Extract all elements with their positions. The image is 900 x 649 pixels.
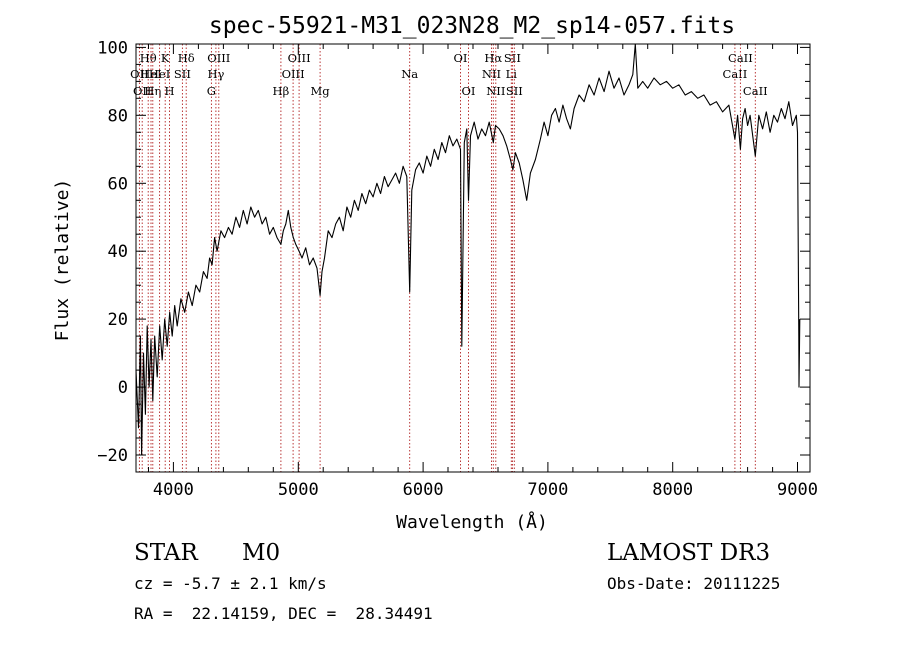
chart-title: spec-55921-M31_023N28_M2_sp14-057.fits	[209, 13, 735, 39]
marker-label-28: CaII	[743, 84, 768, 98]
coordinates-label: RA = 22.14159, DEC = 28.34491	[134, 604, 433, 623]
marker-label-16: Mg	[311, 84, 331, 98]
marker-label-13: Hβ	[273, 84, 290, 98]
x-tick-label-4000: 4000	[153, 480, 194, 500]
marker-label-6: K	[161, 51, 170, 65]
marker-label-3: HeI	[140, 67, 161, 81]
marker-label-7: H	[164, 84, 174, 98]
axis-ticks: 4000 5000 6000 7000 8000 9000 −20 0 20 40 60 80 100	[97, 38, 818, 500]
y-axis-label: Flux (relative)	[52, 179, 73, 342]
y-tick-label-60: 60	[108, 174, 128, 194]
y-tick-label-100: 100	[97, 38, 128, 58]
marker-label-10: G	[207, 84, 216, 98]
plot-frame	[135, 43, 811, 473]
x-axis-label: Wavelength (Å)	[396, 511, 548, 533]
marker-label-25: SII	[506, 84, 523, 98]
obs-date-label: Obs-Date: 20111225	[607, 574, 781, 593]
marker-label-11: Hγ	[207, 67, 224, 81]
x-tick-label-5000: 5000	[278, 480, 319, 500]
marker-label-17: Na	[401, 67, 418, 81]
x-tick-label-6000: 6000	[403, 480, 444, 500]
marker-label-0: OII	[130, 67, 149, 81]
x-tick-label-9000: 9000	[777, 480, 818, 500]
spectrum-flux-line	[135, 43, 801, 456]
marker-label-21: Hα	[484, 51, 502, 65]
marker-label-9: Hδ	[178, 51, 195, 65]
marker-label-22: NII	[486, 84, 505, 98]
marker-label-26: CaII	[723, 67, 748, 81]
x-tick-label-7000: 7000	[527, 480, 568, 500]
object-class-label: STAR	[134, 540, 198, 566]
marker-label-15: OIII	[288, 51, 311, 65]
marker-label-5: HeI	[149, 67, 170, 81]
y-tick-label-0: 0	[118, 378, 128, 398]
y-tick-label-20: 20	[108, 310, 128, 330]
marker-label-1: OII	[133, 84, 152, 98]
marker-label-23: Li	[506, 67, 518, 81]
marker-label-4: Hη	[144, 84, 161, 98]
line-marker-layer: OIIOIIHθHeIHηHeIKHSIIHδGHγOIIIHβOIIIOIII…	[130, 44, 768, 472]
marker-label-8: SII	[174, 67, 191, 81]
marker-label-18: OI	[454, 51, 468, 65]
marker-label-27: CaII	[728, 51, 753, 65]
marker-label-2: Hθ	[140, 51, 157, 65]
marker-label-12: OIII	[207, 51, 230, 65]
y-tick-label-40: 40	[108, 242, 128, 262]
y-tick-label--20: −20	[97, 446, 128, 466]
x-tick-label-8000: 8000	[652, 480, 693, 500]
marker-label-24: SII	[504, 51, 521, 65]
marker-label-19: OI	[462, 84, 476, 98]
survey-label: LAMOST DR3	[607, 540, 771, 566]
subclass-label: M0	[242, 540, 281, 566]
marker-label-14: OIII	[282, 67, 305, 81]
redshift-label: cz = -5.7 ± 2.1 km/s	[134, 574, 327, 593]
marker-label-20: NII	[482, 67, 501, 81]
y-tick-label-80: 80	[108, 106, 128, 126]
